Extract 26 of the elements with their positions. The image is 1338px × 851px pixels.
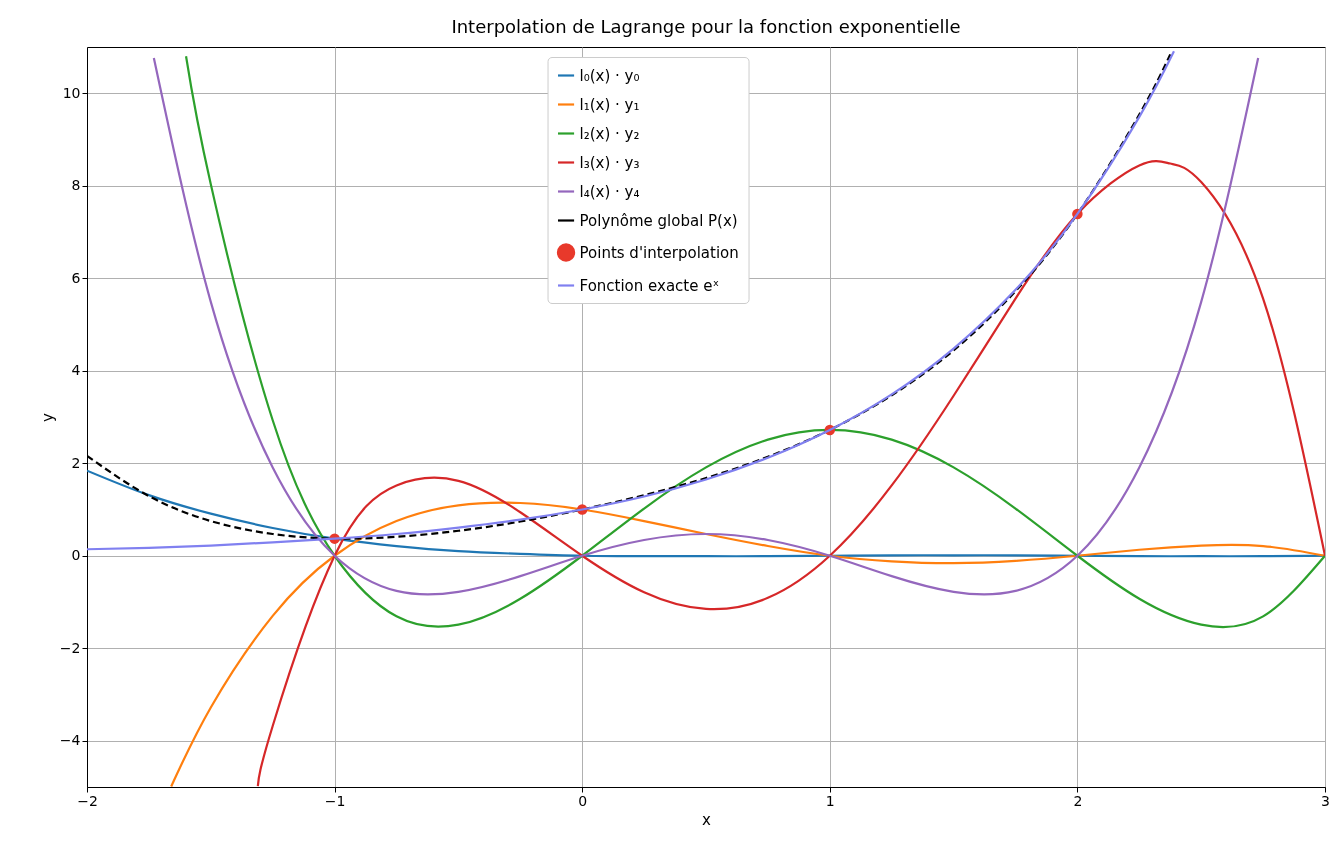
y-axis-title: y	[38, 412, 57, 422]
y-tick-label: −2	[59, 639, 81, 656]
x-axis-title: x	[702, 810, 712, 829]
legend-label: l₀(x) · y₀	[579, 66, 640, 85]
x-tick-label: 2	[1073, 792, 1083, 809]
legend-label: l₃(x) · y₃	[579, 153, 640, 172]
y-tick-label: 6	[71, 269, 81, 286]
legend-label: l₄(x) · y₄	[579, 182, 640, 201]
x-tick-label: −1	[324, 792, 346, 809]
x-tick-label: 1	[825, 792, 835, 809]
legend-label: l₁(x) · y₁	[579, 95, 640, 114]
legend-label: Points d'interpolation	[579, 243, 739, 262]
y-tick-label: 10	[62, 84, 81, 101]
line-series	[170, 501, 1325, 787]
y-tick-label: −4	[59, 732, 81, 749]
x-tick-label: 3	[1321, 792, 1330, 809]
y-tick-label: 2	[71, 454, 81, 471]
y-tick-label: 4	[71, 362, 81, 379]
legend-label: Fonction exacte eˣ	[579, 276, 720, 295]
y-tick-label: 8	[71, 177, 81, 194]
chart-title: Interpolation de Lagrange pour la fonction exponentielle	[451, 16, 961, 37]
x-tick-label: 0	[578, 792, 588, 809]
y-tick-label: 0	[71, 547, 81, 564]
legend-label: Polynôme global P(x)	[579, 211, 738, 230]
legend-label: l₂(x) · y₂	[579, 124, 640, 143]
line-series	[87, 469, 1325, 558]
